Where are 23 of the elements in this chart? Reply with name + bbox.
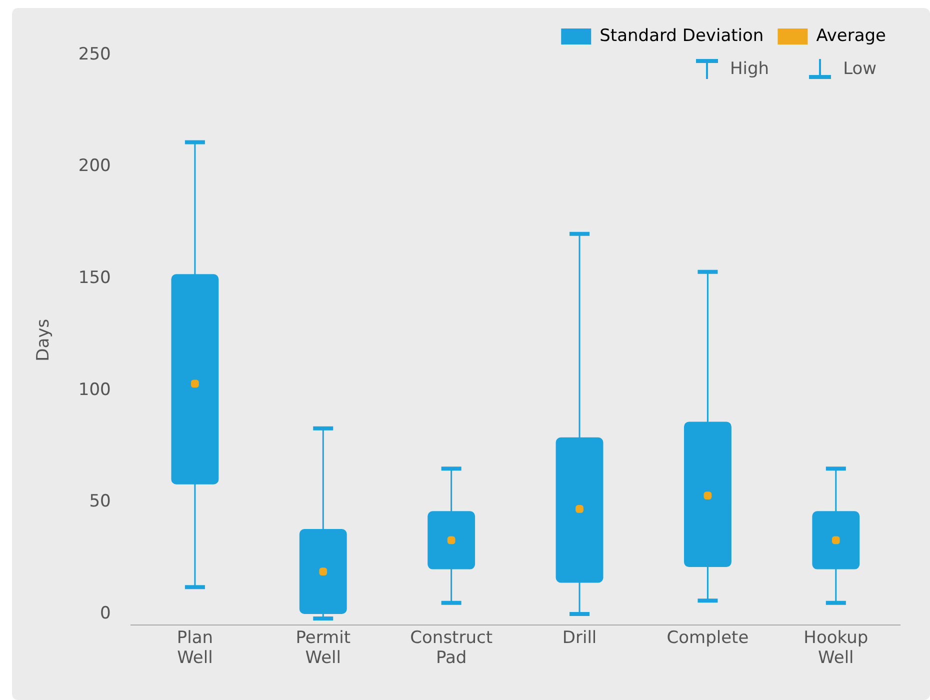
x-tick-label: Drill — [562, 628, 597, 648]
y-tick-label: 100 — [78, 380, 111, 400]
point — [447, 536, 456, 544]
legend-label: Standard Deviation — [600, 26, 764, 46]
x-tick-label: Construct Pad — [410, 628, 493, 668]
point — [319, 568, 328, 576]
y-axis-title: Days — [34, 318, 54, 362]
y-tick-label: 250 — [78, 44, 111, 64]
y-tick-label: 200 — [78, 156, 111, 176]
point — [576, 504, 584, 513]
annotation: Low — [843, 59, 877, 79]
point — [191, 380, 199, 388]
annotation: High — [730, 59, 770, 79]
y-tick-label: 150 — [78, 268, 111, 288]
y-tick-label: 0 — [100, 603, 111, 624]
x-tick-label: Plan Well — [176, 628, 214, 668]
point — [832, 536, 840, 544]
x-tick-label: Permit Well — [296, 628, 351, 668]
x-tick-label: Hookup Well — [804, 628, 868, 668]
point — [704, 492, 712, 500]
x-tick-label: Complete — [666, 628, 749, 648]
legend-label: Average — [816, 26, 886, 46]
y-tick-label: 50 — [89, 492, 111, 512]
